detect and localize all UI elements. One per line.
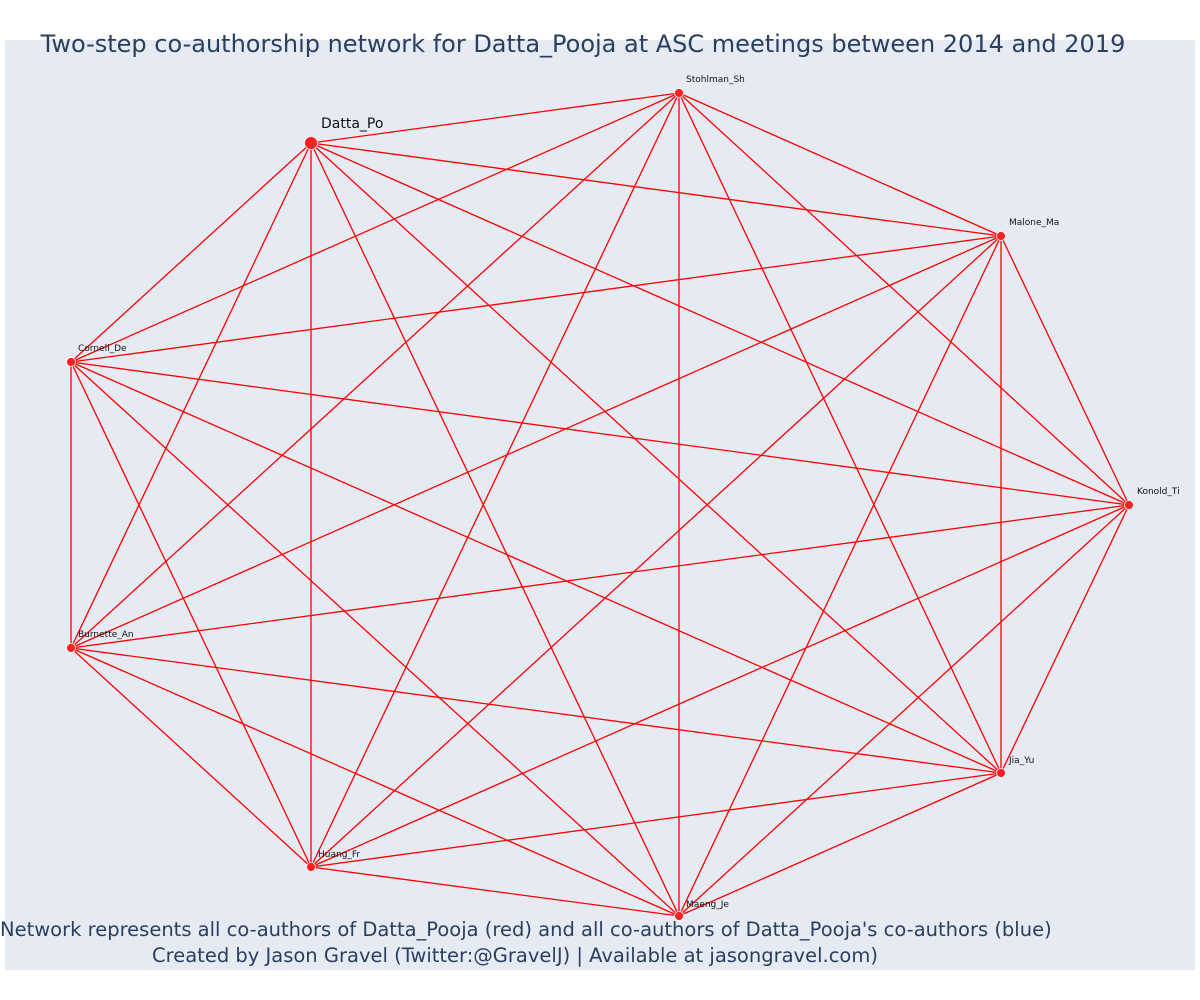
edge-Datta_Po-Stohlman_Sh (310, 92, 680, 144)
chart-title: Two-step co-authorship network for Datta… (40, 30, 1126, 58)
edge-Konold_Ti-Jia_Yu (1000, 504, 1130, 774)
edge-Stohlman_Sh-Konold_Ti (678, 92, 1130, 506)
edge-Stohlman_Sh-Malone_Ma (678, 92, 1002, 237)
node-label-Huang_Fr: Huang_Fr (318, 850, 360, 860)
edge-Huang_Fr-Cornell_De (70, 361, 312, 868)
edge-Maeng_Je-Huang_Fr (310, 866, 680, 917)
node-Huang_Fr[interactable] (306, 862, 316, 872)
edge-Malone_Ma-Cornell_De (70, 235, 1002, 363)
node-label-Jia_Yu: Jia_Yu (1008, 756, 1034, 766)
node-Burnette_An[interactable] (66, 643, 76, 653)
edge-Stohlman_Sh-Jia_Yu (678, 92, 1002, 774)
edge-Huang_Fr-Burnette_An (70, 647, 312, 868)
edge-Maeng_Je-Burnette_An (70, 647, 680, 917)
edge-Jia_Yu-Burnette_An (70, 647, 1002, 774)
edges-layer (70, 92, 1130, 917)
node-label-Cornell_De: Cornell_De (78, 344, 127, 354)
edge-Datta_Po-Jia_Yu (310, 142, 1002, 774)
edge-Konold_Ti-Huang_Fr (310, 504, 1130, 868)
edge-Maeng_Je-Cornell_De (70, 361, 680, 917)
node-label-Malone_Ma: Malone_Ma (1009, 218, 1059, 228)
edge-Jia_Yu-Cornell_De (70, 361, 1002, 774)
edge-Stohlman_Sh-Cornell_De (70, 92, 680, 363)
edge-Konold_Ti-Maeng_Je (678, 504, 1130, 917)
edge-Malone_Ma-Konold_Ti (1000, 235, 1130, 506)
edge-Datta_Po-Burnette_An (70, 142, 312, 649)
edge-Datta_Po-Konold_Ti (310, 142, 1130, 506)
edge-Jia_Yu-Huang_Fr (310, 772, 1002, 868)
node-Malone_Ma[interactable] (996, 231, 1006, 241)
edge-Malone_Ma-Huang_Fr (310, 235, 1002, 868)
caption-line-1: Network represents all co-authors of Dat… (0, 918, 1052, 941)
edge-Jia_Yu-Maeng_Je (678, 772, 1002, 917)
node-Cornell_De[interactable] (66, 357, 76, 367)
node-label-Datta_Po: Datta_Po (321, 116, 383, 132)
edge-Konold_Ti-Cornell_De (70, 361, 1130, 506)
edge-Konold_Ti-Burnette_An (70, 504, 1130, 649)
edge-Datta_Po-Cornell_De (70, 142, 312, 363)
plot-background (5, 40, 1195, 970)
nodes-layer (66, 88, 1134, 921)
caption-line-2: Created by Jason Gravel (Twitter:@Gravel… (152, 944, 878, 967)
node-label-Stohlman_Sh: Stohlman_Sh (686, 75, 745, 85)
edge-Malone_Ma-Maeng_Je (678, 235, 1002, 917)
edge-Malone_Ma-Burnette_An (70, 235, 1002, 649)
node-Konold_Ti[interactable] (1124, 500, 1134, 510)
edge-Stohlman_Sh-Burnette_An (70, 92, 680, 649)
edge-Datta_Po-Maeng_Je (310, 142, 680, 917)
labels-layer: Datta_Po Stohlman_Sh Malone_Ma Konold_Ti Jia… (78, 75, 1180, 910)
node-label-Burnette_An: Burnette_An (78, 630, 134, 640)
node-Datta_Po[interactable] (304, 136, 318, 150)
edge-Stohlman_Sh-Huang_Fr (310, 92, 680, 868)
node-Stohlman_Sh[interactable] (674, 88, 684, 98)
node-label-Konold_Ti: Konold_Ti (1137, 487, 1180, 497)
node-label-Maeng_Je: Maeng_Je (686, 900, 729, 910)
node-Maeng_Je[interactable] (674, 911, 684, 921)
edge-Datta_Po-Malone_Ma (310, 142, 1002, 237)
node-Jia_Yu[interactable] (996, 768, 1006, 778)
